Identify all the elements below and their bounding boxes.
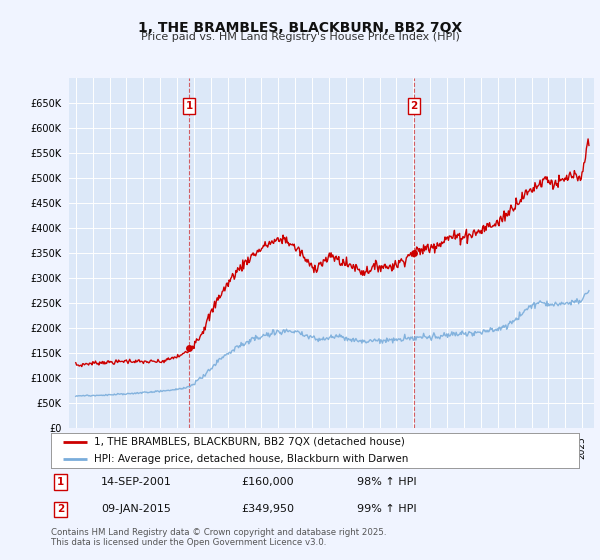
Text: 2: 2 — [57, 505, 64, 515]
Text: Contains HM Land Registry data © Crown copyright and database right 2025.
This d: Contains HM Land Registry data © Crown c… — [51, 528, 386, 547]
Text: 1, THE BRAMBLES, BLACKBURN, BB2 7QX (detached house): 1, THE BRAMBLES, BLACKBURN, BB2 7QX (det… — [94, 437, 405, 447]
Text: Price paid vs. HM Land Registry's House Price Index (HPI): Price paid vs. HM Land Registry's House … — [140, 32, 460, 42]
Text: 1: 1 — [185, 101, 193, 111]
Text: 99% ↑ HPI: 99% ↑ HPI — [357, 505, 417, 515]
Text: 1, THE BRAMBLES, BLACKBURN, BB2 7QX: 1, THE BRAMBLES, BLACKBURN, BB2 7QX — [138, 21, 462, 35]
Text: £349,950: £349,950 — [241, 505, 294, 515]
Text: £160,000: £160,000 — [241, 477, 294, 487]
Text: 2: 2 — [410, 101, 418, 111]
Text: HPI: Average price, detached house, Blackburn with Darwen: HPI: Average price, detached house, Blac… — [94, 454, 409, 464]
Text: 14-SEP-2001: 14-SEP-2001 — [101, 477, 172, 487]
Text: 1: 1 — [57, 477, 64, 487]
Text: 98% ↑ HPI: 98% ↑ HPI — [357, 477, 417, 487]
Text: 09-JAN-2015: 09-JAN-2015 — [101, 505, 171, 515]
